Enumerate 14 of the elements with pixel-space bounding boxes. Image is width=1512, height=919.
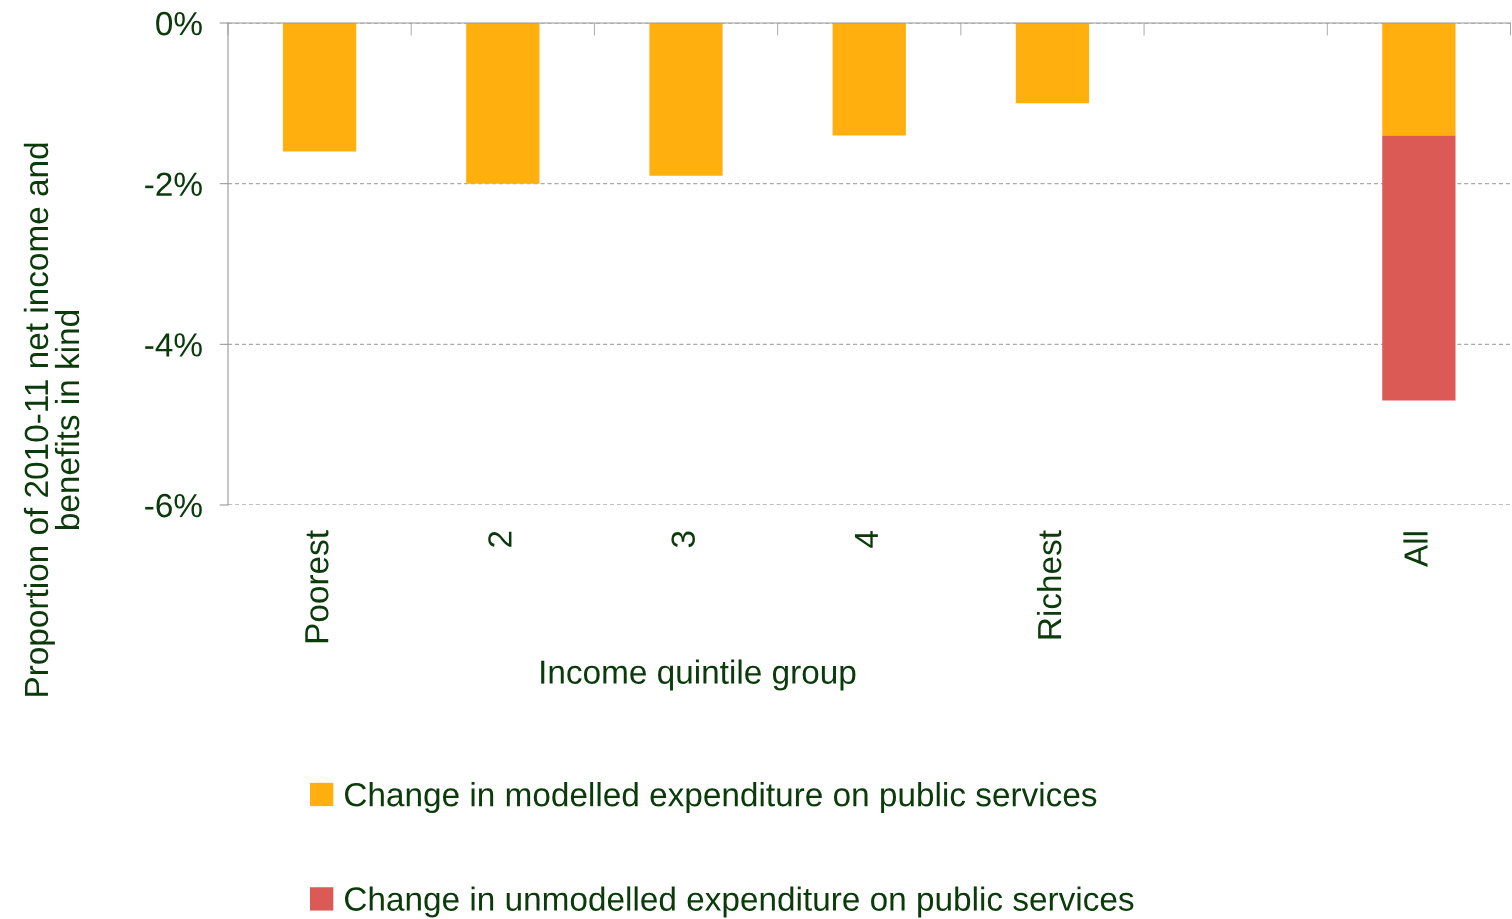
x-tick-label: 3 [671, 531, 695, 548]
legend-label: Change in modelled expenditure on public services [345, 782, 1097, 814]
y-tick-label: -4% [145, 333, 202, 357]
x-tick-label: All [1403, 532, 1428, 567]
x-tick-label: Richest [1036, 530, 1062, 639]
y-tick-label: 0% [156, 11, 202, 36]
y-tick-label: -2% [145, 172, 202, 196]
x-tick-label: 2 [488, 531, 512, 547]
y-tick-label: -6% [145, 493, 202, 518]
y-axis-title: Proportion of 2010-11 net income and benefits in kind [23, 143, 80, 696]
x-tick-label: Poorest [305, 530, 329, 643]
x-axis-title: Income quintile group [541, 659, 856, 691]
legend-label: Change in unmodelled expenditure on public services [345, 886, 1134, 918]
x-tick-label: 4 [854, 530, 878, 548]
